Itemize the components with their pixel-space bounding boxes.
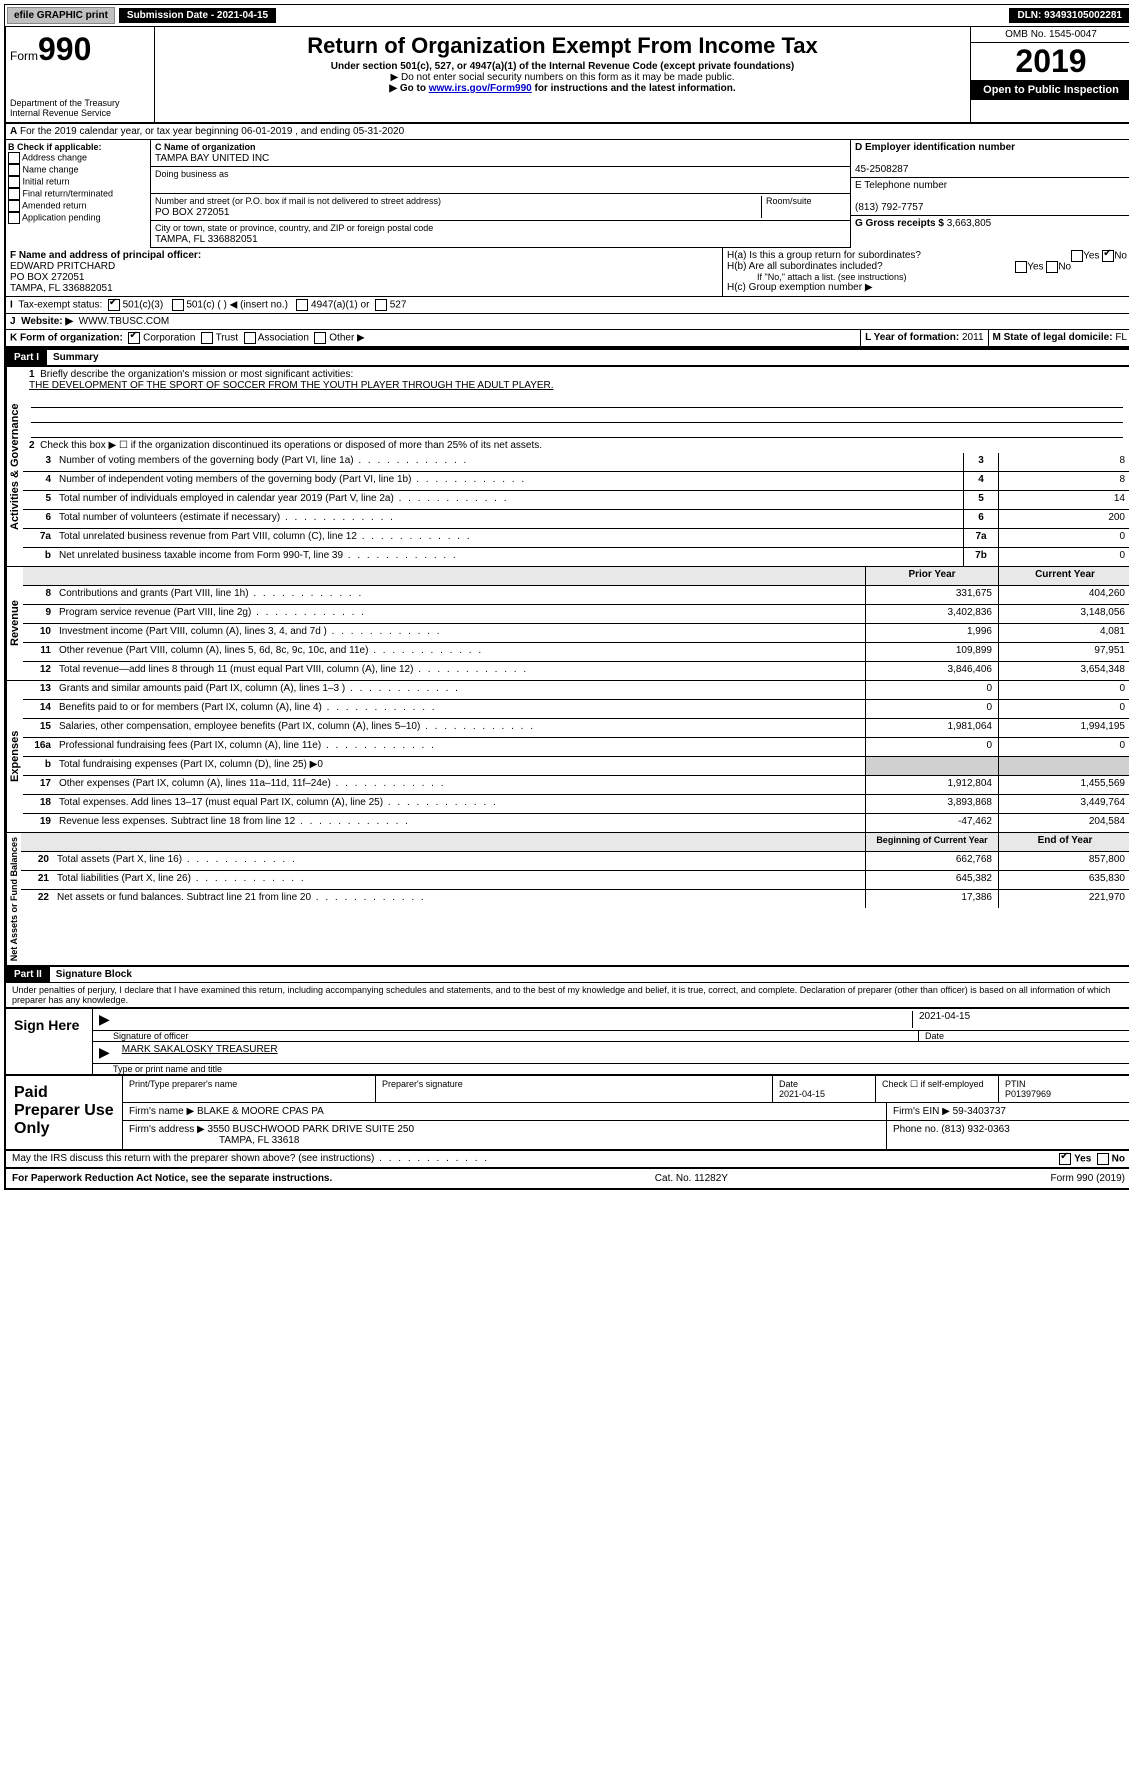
firm-name: BLAKE & MOORE CPAS PA bbox=[197, 1106, 324, 1117]
open-public: Open to Public Inspection bbox=[971, 80, 1129, 100]
officer-addr2: TAMPA, FL 336882051 bbox=[10, 283, 113, 294]
phone-label: E Telephone number bbox=[855, 180, 947, 191]
summary-row: 7aTotal unrelated business revenue from … bbox=[23, 529, 1129, 548]
summary-row: 15Salaries, other compensation, employee… bbox=[23, 719, 1129, 738]
ptin-value: P01397969 bbox=[1005, 1089, 1051, 1099]
preparer-phone: (813) 932-0363 bbox=[941, 1124, 1009, 1135]
firm-ein: 59-3403737 bbox=[953, 1106, 1006, 1117]
summary-row: 12Total revenue—add lines 8 through 11 (… bbox=[23, 662, 1129, 680]
mission-text: THE DEVELOPMENT OF THE SPORT OF SOCCER F… bbox=[29, 380, 554, 391]
dept-treasury: Department of the Treasury bbox=[10, 98, 150, 108]
ein-value: 45-2508287 bbox=[855, 164, 908, 175]
summary-row: 21Total liabilities (Part X, line 26)645… bbox=[21, 871, 1129, 890]
form-header: Form990 Department of the Treasury Inter… bbox=[4, 27, 1129, 124]
h-b-note: If "No," attach a list. (see instruction… bbox=[727, 272, 1127, 282]
subtitle-3: ▶ Go to www.irs.gov/Form990 for instruct… bbox=[159, 83, 966, 94]
bal-label: Net Assets or Fund Balances bbox=[6, 833, 21, 965]
summary-row: 22Net assets or fund balances. Subtract … bbox=[21, 890, 1129, 908]
part-ii-title: Signature Block bbox=[50, 967, 138, 982]
part-i-header: Part I bbox=[6, 350, 47, 365]
website-row: J Website: ▶ WWW.TBUSC.COM bbox=[4, 314, 1129, 330]
bal-section: Net Assets or Fund Balances Beginning of… bbox=[4, 833, 1129, 967]
officer-addr1: PO BOX 272051 bbox=[10, 272, 85, 283]
efile-link[interactable]: efile GRAPHIC print bbox=[7, 7, 115, 24]
submission-date: Submission Date - 2021-04-15 bbox=[119, 8, 276, 23]
part-ii: Part II Signature Block Under penalties … bbox=[4, 967, 1129, 1008]
h-b: H(b) Are all subordinates included? Yes … bbox=[727, 261, 1127, 272]
summary-row: 17Other expenses (Part IX, column (A), l… bbox=[23, 776, 1129, 795]
perjury-text: Under penalties of perjury, I declare th… bbox=[6, 983, 1129, 1007]
summary-row: 18Total expenses. Add lines 13–17 (must … bbox=[23, 795, 1129, 814]
officer-name: EDWARD PRITCHARD bbox=[10, 261, 115, 272]
summary-row: 6Total number of volunteers (estimate if… bbox=[23, 510, 1129, 529]
f-h-row: F Name and address of principal officer:… bbox=[4, 248, 1129, 297]
summary-row: bTotal fundraising expenses (Part IX, co… bbox=[23, 757, 1129, 776]
tax-exempt-row: I Tax-exempt status: 501(c)(3) 501(c) ( … bbox=[4, 297, 1129, 314]
exp-section: Expenses 13Grants and similar amounts pa… bbox=[4, 681, 1129, 833]
paid-preparer-label: Paid Preparer Use Only bbox=[6, 1076, 122, 1149]
part-i-title: Summary bbox=[47, 350, 105, 365]
summary-row: 8Contributions and grants (Part VIII, li… bbox=[23, 586, 1129, 605]
part-i: Part I Summary bbox=[4, 348, 1129, 367]
period-row: A For the 2019 calendar year, or tax yea… bbox=[4, 124, 1129, 140]
subtitle-2: ▶ Do not enter social security numbers o… bbox=[159, 72, 966, 83]
h-c: H(c) Group exemption number ▶ bbox=[727, 282, 1127, 293]
summary-row: 3Number of voting members of the governi… bbox=[23, 453, 1129, 472]
org-name: TAMPA BAY UNITED INC bbox=[155, 153, 269, 164]
subtitle-1: Under section 501(c), 527, or 4947(a)(1)… bbox=[159, 61, 966, 72]
addr-label: Number and street (or P.O. box if mail i… bbox=[155, 196, 441, 206]
officer-signed-name: MARK SAKALOSKY TREASURER bbox=[116, 1044, 1125, 1061]
form-number: Form990 bbox=[10, 31, 150, 68]
h-a: H(a) Is this a group return for subordin… bbox=[727, 250, 1127, 261]
dba-label: Doing business as bbox=[155, 169, 229, 179]
sign-here-block: Sign Here ▶ 2021-04-15 Signature of offi… bbox=[4, 1008, 1129, 1076]
website-value: WWW.TBUSC.COM bbox=[79, 316, 170, 327]
summary-row: 4Number of independent voting members of… bbox=[23, 472, 1129, 491]
org-name-label: C Name of organization bbox=[155, 142, 256, 152]
summary-row: 16aProfessional fundraising fees (Part I… bbox=[23, 738, 1129, 757]
gross-label: G Gross receipts $ bbox=[855, 218, 944, 229]
discuss-row: May the IRS discuss this return with the… bbox=[4, 1151, 1129, 1169]
part-ii-header: Part II bbox=[6, 967, 50, 982]
gov-section: Activities & Governance 1 Briefly descri… bbox=[4, 367, 1129, 567]
paid-preparer-block: Paid Preparer Use Only Print/Type prepar… bbox=[4, 1076, 1129, 1151]
rev-label: Revenue bbox=[6, 567, 23, 680]
gov-label: Activities & Governance bbox=[6, 367, 23, 566]
klm-row: K Form of organization: Corporation Trus… bbox=[4, 330, 1129, 348]
org-city: TAMPA, FL 336882051 bbox=[155, 234, 258, 245]
summary-row: bNet unrelated business taxable income f… bbox=[23, 548, 1129, 566]
irs-label: Internal Revenue Service bbox=[10, 108, 150, 118]
summary-row: 11Other revenue (Part VIII, column (A), … bbox=[23, 643, 1129, 662]
city-label: City or town, state or province, country… bbox=[155, 223, 433, 233]
col-b-checkboxes: B Check if applicable: Address change Na… bbox=[6, 140, 151, 248]
gross-value: 3,663,805 bbox=[947, 218, 992, 229]
omb-number: OMB No. 1545-0047 bbox=[971, 27, 1129, 43]
summary-row: 9Program service revenue (Part VIII, lin… bbox=[23, 605, 1129, 624]
summary-row: 19Revenue less expenses. Subtract line 1… bbox=[23, 814, 1129, 832]
summary-row: 5Total number of individuals employed in… bbox=[23, 491, 1129, 510]
phone-value: (813) 792-7757 bbox=[855, 202, 923, 213]
sign-here-label: Sign Here bbox=[6, 1009, 93, 1074]
top-bar: efile GRAPHIC print Submission Date - 20… bbox=[4, 4, 1129, 27]
form-title: Return of Organization Exempt From Incom… bbox=[159, 33, 966, 59]
info-grid: B Check if applicable: Address change Na… bbox=[4, 140, 1129, 248]
firm-addr: 3550 BUSCHWOOD PARK DRIVE SUITE 250 bbox=[208, 1124, 415, 1135]
exp-label: Expenses bbox=[6, 681, 23, 832]
room-suite-label: Room/suite bbox=[761, 196, 846, 218]
footer: For Paperwork Reduction Act Notice, see … bbox=[4, 1169, 1129, 1190]
summary-row: 10Investment income (Part VIII, column (… bbox=[23, 624, 1129, 643]
summary-row: 20Total assets (Part X, line 16)662,7688… bbox=[21, 852, 1129, 871]
summary-row: 13Grants and similar amounts paid (Part … bbox=[23, 681, 1129, 700]
org-address: PO BOX 272051 bbox=[155, 207, 230, 218]
tax-year: 2019 bbox=[971, 43, 1129, 80]
ein-label: D Employer identification number bbox=[855, 142, 1015, 153]
rev-section: Revenue Prior Year Current Year 8Contrib… bbox=[4, 567, 1129, 681]
dln: DLN: 93493105002281 bbox=[1009, 8, 1129, 23]
instructions-link[interactable]: www.irs.gov/Form990 bbox=[429, 83, 532, 94]
summary-row: 14Benefits paid to or for members (Part … bbox=[23, 700, 1129, 719]
